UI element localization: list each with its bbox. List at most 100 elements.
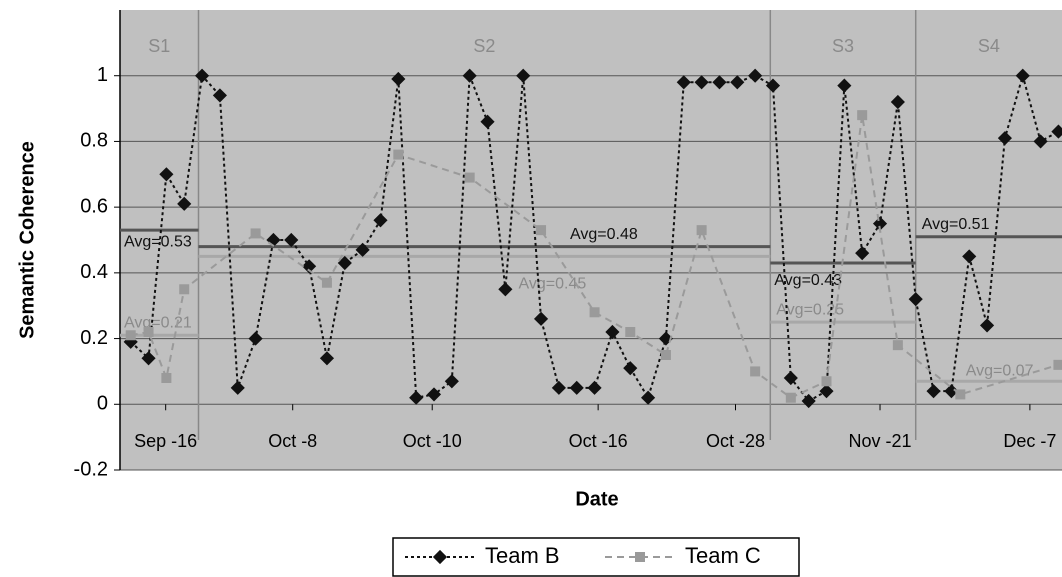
- marker: [230, 380, 245, 395]
- marker: [391, 71, 406, 87]
- marker: [1033, 134, 1048, 149]
- marker: [551, 380, 566, 395]
- marker: [464, 172, 475, 183]
- marker: [696, 225, 707, 236]
- marker: [143, 327, 154, 337]
- x-tick-label: Sep -16: [134, 431, 197, 451]
- x-axis-title: Date: [575, 488, 618, 510]
- marker: [625, 327, 636, 337]
- average-label: Avg=0.25: [776, 301, 844, 318]
- marker: [177, 196, 192, 211]
- marker: [892, 340, 903, 351]
- marker: [748, 68, 763, 83]
- marker: [962, 249, 977, 264]
- marker: [302, 259, 317, 274]
- marker: [432, 549, 448, 565]
- y-tick-label: 0.6: [80, 195, 108, 217]
- marker: [480, 114, 495, 129]
- marker: [623, 361, 638, 376]
- marker: [498, 282, 513, 297]
- marker: [1015, 68, 1030, 83]
- marker: [248, 331, 263, 346]
- marker: [141, 351, 156, 366]
- marker: [319, 351, 335, 366]
- y-tick-label: 0.2: [80, 327, 108, 349]
- y-axis-title: Semantic Coherence: [16, 141, 38, 339]
- x-tick-label: Oct -10: [403, 431, 462, 451]
- marker: [533, 311, 549, 326]
- marker: [801, 393, 816, 409]
- marker: [444, 374, 459, 389]
- marker: [536, 225, 547, 236]
- marker: [605, 324, 620, 340]
- marker: [676, 75, 691, 90]
- marker: [765, 78, 781, 93]
- x-tick-label: Oct -8: [268, 431, 317, 451]
- legend-label: Team C: [685, 543, 761, 568]
- marker: [426, 387, 442, 402]
- marker: [321, 277, 332, 288]
- marker: [660, 350, 671, 360]
- marker: [284, 232, 299, 248]
- marker: [955, 389, 966, 400]
- marker: [159, 167, 174, 182]
- y-tick-label: -0.2: [74, 458, 108, 480]
- marker: [462, 68, 477, 83]
- marker: [890, 94, 905, 110]
- marker: [908, 292, 923, 307]
- marker: [516, 68, 531, 83]
- marker: [855, 246, 870, 261]
- marker: [569, 380, 584, 395]
- average-label: Avg=0.53: [124, 233, 192, 250]
- y-tick-label: 0: [97, 393, 108, 415]
- marker: [730, 75, 745, 90]
- marker: [355, 242, 370, 257]
- marker: [641, 390, 656, 405]
- average-label: Avg=0.45: [519, 276, 587, 293]
- marker: [393, 149, 404, 160]
- average-label: Avg=0.43: [774, 272, 842, 289]
- series-line: [130, 114, 1059, 399]
- marker: [712, 75, 727, 90]
- marker: [337, 255, 352, 271]
- x-tick-label: Oct -16: [569, 431, 628, 451]
- marker: [373, 213, 388, 228]
- average-label: Avg=0.51: [922, 216, 990, 233]
- marker: [783, 370, 798, 386]
- y-tick-label: 0.4: [80, 261, 108, 283]
- marker: [857, 110, 868, 121]
- marker: [926, 384, 941, 399]
- marker: [250, 228, 261, 239]
- session-label: S2: [473, 36, 495, 56]
- marker: [589, 307, 600, 318]
- marker: [872, 216, 888, 231]
- marker: [409, 390, 424, 405]
- session-label: S4: [978, 36, 1000, 56]
- marker: [125, 330, 136, 341]
- x-tick-label: Oct -28: [706, 431, 765, 451]
- marker: [1053, 359, 1062, 370]
- marker: [587, 380, 602, 395]
- marker: [997, 131, 1012, 146]
- average-label: Avg=0.07: [966, 363, 1034, 380]
- y-tick-label: 1: [97, 64, 108, 86]
- average-label: Avg=0.48: [570, 226, 638, 243]
- marker: [821, 376, 832, 387]
- marker: [694, 75, 709, 90]
- marker: [837, 78, 852, 93]
- marker: [635, 552, 645, 562]
- marker: [979, 318, 995, 333]
- marker: [161, 373, 172, 383]
- x-tick-label: Dec -7: [1003, 431, 1056, 451]
- marker: [785, 392, 796, 403]
- marker: [944, 384, 959, 399]
- y-tick-label: 0.8: [80, 130, 108, 152]
- session-label: S1: [148, 36, 170, 56]
- marker: [819, 384, 834, 399]
- marker: [750, 366, 761, 377]
- marker: [179, 284, 190, 295]
- legend-label: Team B: [485, 543, 560, 568]
- average-label: Avg=0.21: [124, 315, 192, 332]
- x-tick-label: Nov -21: [849, 431, 912, 451]
